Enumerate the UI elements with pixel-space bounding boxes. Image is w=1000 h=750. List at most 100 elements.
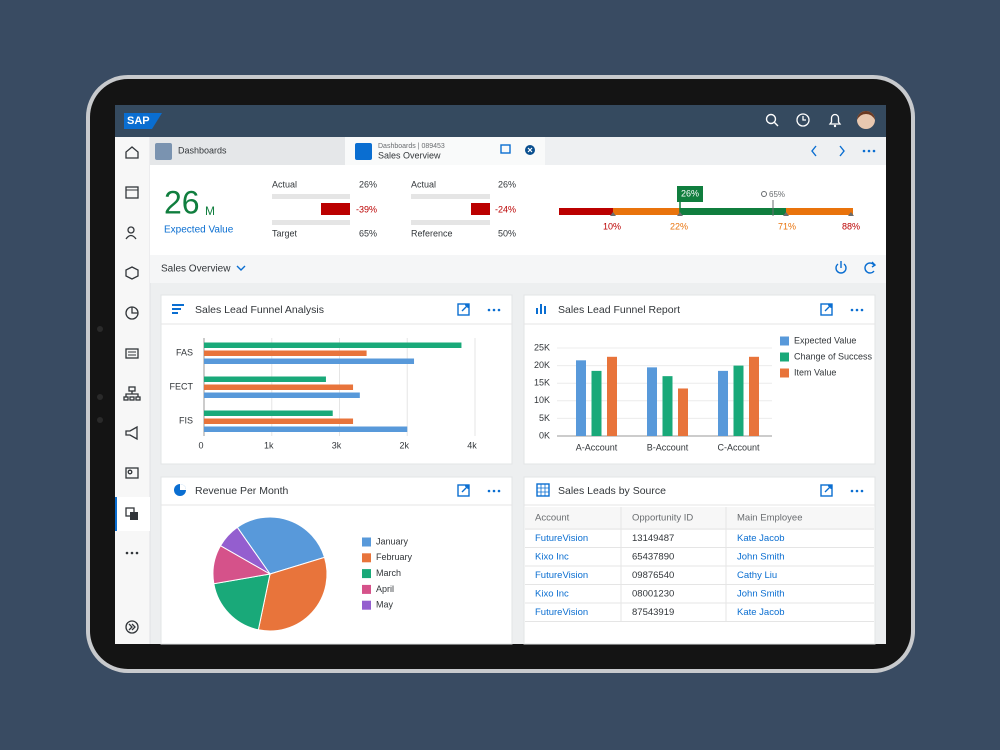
history-icon[interactable] bbox=[796, 113, 810, 127]
pie-slice bbox=[213, 573, 271, 631]
cell[interactable]: Kate Jacob bbox=[737, 607, 785, 618]
delta-bar bbox=[321, 203, 350, 215]
label: Actual bbox=[411, 179, 436, 189]
kpi-value: 26 bbox=[164, 184, 200, 220]
cell[interactable]: FutureVision bbox=[535, 607, 588, 618]
tab-next[interactable] bbox=[839, 145, 845, 157]
cell[interactable]: Kixo Inc bbox=[535, 552, 569, 563]
legend-swatch bbox=[362, 553, 371, 563]
legend-swatch bbox=[362, 584, 371, 594]
tab-close[interactable] bbox=[525, 145, 535, 155]
camera bbox=[97, 326, 103, 332]
card-title: Revenue Per Month bbox=[195, 485, 289, 497]
value: 50% bbox=[498, 228, 516, 238]
target-value: 65% bbox=[769, 190, 785, 199]
toolbar-refresh[interactable] bbox=[864, 261, 877, 274]
nav-dashboards[interactable] bbox=[125, 507, 138, 520]
tab-prev[interactable] bbox=[811, 145, 817, 157]
tab-icon bbox=[355, 143, 372, 160]
nav-contacts[interactable] bbox=[125, 467, 139, 479]
label: Target bbox=[272, 228, 298, 238]
nav-list[interactable] bbox=[125, 348, 139, 359]
card-title: Sales Lead Funnel Analysis bbox=[195, 304, 324, 316]
y-tick-label: FECT bbox=[170, 381, 194, 391]
kpi-unit: M bbox=[205, 204, 215, 218]
logo-badge[interactable] bbox=[124, 113, 162, 129]
x-tick-label: 0 bbox=[198, 440, 203, 450]
nav-campaign[interactable] bbox=[125, 425, 138, 441]
legend-swatch bbox=[362, 537, 371, 547]
cell[interactable]: Kate Jacob bbox=[737, 533, 785, 544]
tab[interactable] bbox=[150, 137, 345, 165]
nav-chart[interactable] bbox=[125, 306, 139, 320]
x-tick-label: 2k bbox=[399, 440, 409, 450]
bar bbox=[678, 388, 688, 436]
label: Reference bbox=[411, 228, 453, 238]
tab-active[interactable] bbox=[345, 137, 545, 165]
cell[interactable]: Kixo Inc bbox=[535, 589, 569, 600]
nav-org[interactable] bbox=[123, 386, 141, 401]
nav-expand[interactable] bbox=[125, 620, 139, 634]
bar bbox=[749, 356, 759, 436]
x-tick-label: 4k bbox=[467, 440, 477, 450]
cell: 13149487 bbox=[632, 533, 674, 544]
card-actions[interactable] bbox=[457, 303, 864, 497]
bar bbox=[204, 376, 326, 382]
legend-label: February bbox=[376, 552, 413, 562]
column-header: Account bbox=[535, 513, 570, 524]
toolbar-title[interactable]: Sales Overview bbox=[161, 264, 231, 275]
search-icon[interactable] bbox=[765, 113, 779, 127]
tab-subtitle[interactable]: Dashboards | 089453 bbox=[378, 143, 445, 150]
delta: -24% bbox=[495, 204, 516, 214]
cell[interactable]: FutureVision bbox=[535, 533, 588, 544]
tab-title[interactable]: Sales Overview bbox=[378, 150, 441, 160]
bar bbox=[662, 376, 673, 436]
toolbar bbox=[150, 255, 886, 283]
cell: 65437890 bbox=[632, 552, 674, 563]
card-icon bbox=[536, 483, 550, 497]
cell: 08001230 bbox=[632, 589, 674, 600]
tab-title[interactable]: Dashboards bbox=[178, 145, 227, 155]
legend-swatch bbox=[780, 352, 789, 362]
cell[interactable]: FutureVision bbox=[535, 570, 588, 581]
toolbar-dropdown[interactable] bbox=[236, 265, 246, 271]
threshold: 71% bbox=[778, 221, 796, 231]
bar bbox=[576, 360, 586, 436]
toolbar-power[interactable] bbox=[835, 261, 847, 274]
x-tick-label: A-Account bbox=[576, 442, 618, 452]
cell[interactable]: John Smith bbox=[737, 552, 785, 563]
avatar[interactable] bbox=[857, 111, 875, 129]
logo[interactable]: SAP bbox=[127, 115, 150, 127]
y-tick-label: FIS bbox=[179, 415, 193, 425]
column-header: Main Employee bbox=[737, 513, 802, 524]
tab-pin[interactable] bbox=[500, 144, 511, 154]
range-segment bbox=[680, 208, 786, 215]
legend-label: January bbox=[376, 536, 409, 546]
label: Actual bbox=[272, 179, 297, 189]
pie-slice bbox=[236, 516, 326, 575]
cell[interactable]: Cathy Liu bbox=[737, 570, 777, 581]
nav-people[interactable] bbox=[125, 226, 137, 240]
cell[interactable]: John Smith bbox=[737, 589, 785, 600]
bar bbox=[204, 350, 367, 356]
tab-icon bbox=[155, 143, 172, 160]
bar bbox=[204, 342, 462, 348]
value: 26% bbox=[359, 179, 377, 189]
bar bbox=[204, 392, 360, 398]
nav-more[interactable] bbox=[125, 551, 139, 555]
tab-more[interactable] bbox=[862, 149, 876, 153]
nav-home[interactable] bbox=[125, 146, 139, 159]
range-segment bbox=[613, 208, 680, 215]
notifications-icon[interactable] bbox=[828, 113, 842, 128]
legend-swatch bbox=[362, 600, 371, 610]
bar bbox=[411, 220, 490, 225]
range-segment bbox=[559, 208, 613, 215]
nav-box[interactable] bbox=[125, 266, 139, 280]
camera bbox=[97, 394, 103, 400]
cell: 09876540 bbox=[632, 570, 674, 581]
pie-slice bbox=[257, 556, 328, 632]
y-tick-label: 25K bbox=[534, 342, 550, 352]
bar bbox=[718, 370, 728, 436]
nav-calendar[interactable] bbox=[125, 186, 139, 199]
